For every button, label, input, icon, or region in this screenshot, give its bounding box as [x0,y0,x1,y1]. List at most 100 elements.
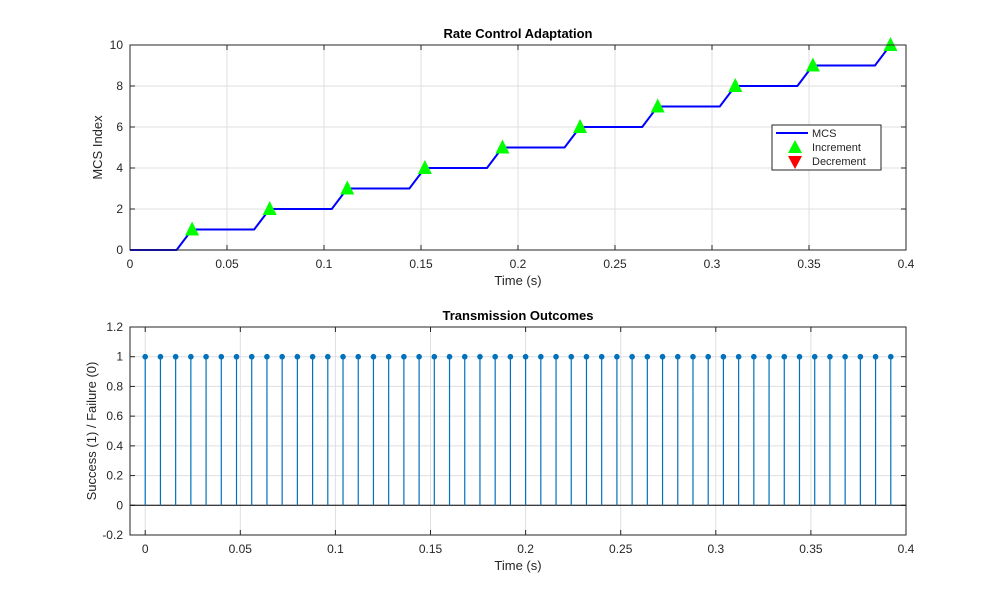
stem-marker [583,353,590,360]
y-tick-label: 0.4 [106,439,123,453]
increment-marker [573,119,588,133]
mcs-line [130,44,892,251]
y-tick-label: 1 [116,350,123,364]
y-tick-label: 0.8 [106,379,123,393]
increment-marker [883,37,898,51]
stem-marker [279,353,285,360]
increment-marker [805,57,820,72]
stem-marker [614,353,620,360]
y-tick-label: -0.2 [102,528,123,542]
stem-marker [325,353,331,360]
stem-marker [522,353,529,360]
stem-marker [233,353,240,360]
x-tick-label: 0.05 [215,257,239,271]
x-tick-label: 0.35 [797,257,821,271]
stem-marker [477,353,483,360]
x-tick-label: 0.1 [327,542,344,556]
stem-marker [431,353,438,360]
stem-marker [553,353,559,360]
increment-marker [495,139,510,154]
y-tick-label: 0.6 [106,409,123,423]
y-tick-label: 10 [110,38,124,52]
y-tick-label: 8 [116,79,123,93]
x-tick-label: 0.2 [510,257,527,271]
stem-marker [446,353,453,360]
x-tick-label: 0.15 [419,542,443,556]
stem-marker [218,353,225,360]
y-tick-label: 2 [116,202,123,216]
stem-marker [827,353,833,360]
stem-marker [203,353,209,360]
stem-marker [720,353,727,360]
stem-marker [766,353,772,360]
x-tick-label: 0.4 [898,257,915,271]
y-tick-label: 1.2 [106,320,123,334]
stem-marker [735,353,742,360]
stem-marker [172,353,179,360]
x-tick-label: 0.1 [316,257,333,271]
stem-marker [309,353,316,360]
x-tick-label: 0.2 [517,542,534,556]
x-tick-label: 0.3 [704,257,721,271]
y-tick-label: 0 [116,498,123,512]
stem-marker [340,353,346,360]
increment-marker [262,201,277,215]
stem-marker [751,353,757,360]
stem-marker [385,353,392,360]
increment-marker [340,180,355,195]
stem-marker [507,353,514,360]
stem-marker [264,353,270,360]
y-axis-label: MCS Index [90,115,105,180]
stem-marker [644,353,651,360]
stem-marker [781,353,788,360]
x-tick-label: 0.35 [799,542,823,556]
increment-marker [650,98,665,113]
stem-marker [872,353,879,360]
stem-marker [842,353,848,360]
legend-decrement-icon [788,156,802,169]
legend-increment-icon [788,140,802,153]
stem-marker [188,353,194,360]
stem-marker [690,353,696,360]
stem-marker [629,353,635,360]
stem-marker [142,353,149,360]
stem-marker [492,353,498,360]
stem-marker [416,353,422,360]
stem-marker [294,353,301,360]
stem-marker [887,353,894,360]
x-tick-label: 0 [142,542,149,556]
stem-marker [401,353,407,360]
stem-marker [370,353,377,360]
stem-marker [568,353,575,360]
x-tick-label: 0.4 [898,542,915,556]
y-tick-label: 0.2 [106,469,123,483]
stem-marker [857,353,864,360]
legend-increment-label: Increment [812,142,861,154]
stem-marker [659,353,666,360]
stem-marker [461,353,468,360]
x-tick-label: 0.05 [229,542,253,556]
x-axis-label: Time (s) [494,273,541,288]
y-tick-label: 6 [116,120,123,134]
stem-marker [811,353,818,360]
x-tick-label: 0.15 [409,257,433,271]
increment-marker [728,78,743,92]
axes-box [129,44,907,251]
legend-decrement-label: Decrement [812,156,866,168]
plot-area [130,327,906,535]
chart-title: Rate Control Adaptation [443,26,592,41]
x-axis-label: Time (s) [494,558,541,573]
x-tick-label: 0 [127,257,134,271]
stem-marker [157,353,164,360]
stem-marker [598,353,605,360]
axes-box [129,326,907,536]
y-tick-label: 4 [116,161,123,175]
chart-title: Transmission Outcomes [443,308,594,323]
increment-marker [185,221,200,236]
stem-marker [355,353,362,360]
stem-marker [705,353,711,360]
y-tick-label: 0 [116,243,123,257]
legend-mcs-label: MCS [812,128,836,140]
x-tick-label: 0.25 [609,542,633,556]
stem-marker [796,353,803,360]
